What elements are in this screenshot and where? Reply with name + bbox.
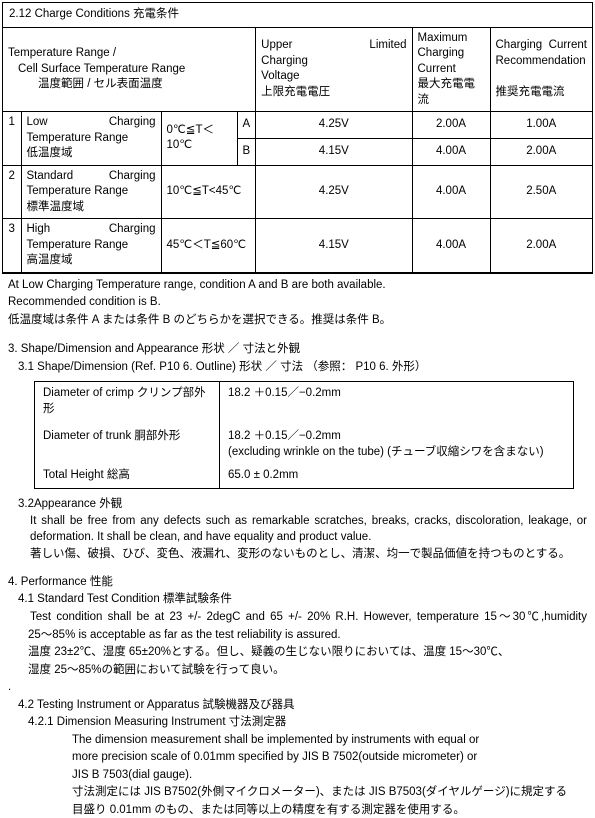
header-rec-current: Charging Current Recommendation 推奨充電電流 — [490, 28, 592, 112]
table-row: Total Height 総高 65.0 ± 0.2mm — [35, 464, 574, 488]
row-condition: 10℃≦T<45℃ — [161, 165, 256, 219]
header-temp-range: Temperature Range / Cell Surface Tempera… — [3, 28, 256, 112]
note-text: 低温度域は条件 A または条件 B のどちらかを選択できる。推奨は条件 B。 — [0, 311, 595, 329]
cell-text: Charging — [109, 169, 156, 185]
paragraph: 湿度 25～85%の範囲において試験を行って良い。 — [0, 661, 595, 679]
table-row: Diameter of trunk 胴部外形 18.2 ＋0.15／−0.2mm… — [35, 421, 574, 464]
section-3-1-title: 3.1 Shape/Dimension (Ref. P10 6. Outline… — [0, 358, 595, 376]
row-index: 3 — [3, 219, 21, 273]
row-condition: 0℃≦T＜10℃ — [161, 112, 237, 166]
header-text: Charging — [496, 38, 543, 54]
dim-label: Diameter of trunk 胴部外形 — [35, 421, 220, 464]
table-row: 1 LowCharging Temperature Range 低温度域 0℃≦… — [3, 112, 592, 139]
section-4-2-1-title: 4.2.1 Dimension Measuring Instrument 寸法測… — [0, 713, 595, 731]
paragraph: JIS B 7503(dial gauge). — [0, 766, 595, 784]
dot: . — [0, 678, 595, 696]
cell-voltage: 4.25V — [256, 165, 412, 219]
cell-text: Low — [27, 115, 48, 131]
cell-text: Temperature Range — [27, 238, 156, 254]
dim-value: 18.2 ＋0.15／−0.2mm (excluding wrinkle on … — [220, 421, 574, 464]
cell-current: 2.00A — [412, 112, 490, 139]
header-text: Limited — [369, 38, 406, 54]
header-text: Upper — [261, 38, 292, 54]
cell-voltage: 4.15V — [256, 138, 412, 165]
row-name: High Charging Temperature Range 高温度域 — [21, 219, 161, 273]
cell-text: Temperature Range — [27, 131, 156, 147]
table-header-row: Temperature Range / Cell Surface Tempera… — [3, 28, 592, 112]
section-3-title: 3. Shape/Dimension and Appearance 形状 ／ 寸… — [0, 328, 595, 358]
row-index: 2 — [3, 165, 21, 219]
header-text: Current — [418, 62, 485, 78]
cell-text: Charging — [109, 222, 156, 238]
charge-conditions-table: Temperature Range / Cell Surface Tempera… — [3, 28, 592, 273]
cell-voltage: 4.25V — [256, 112, 412, 139]
page-border: 2.12 Charge Conditions 充電条件 Temperature … — [2, 2, 593, 274]
cell-current: 4.00A — [412, 219, 490, 273]
paragraph: 25～85% is acceptable as far as the test … — [0, 626, 595, 644]
cell-text: 低温度域 — [27, 146, 156, 162]
note-text: At Low Charging Temperature range, condi… — [0, 276, 595, 294]
sub-label: B — [237, 138, 256, 165]
paragraph: The dimension measurement shall be imple… — [0, 731, 595, 749]
section-3-2-title: 3.2Appearance 外観 — [0, 495, 595, 513]
cell-rec: 2.00A — [490, 138, 592, 165]
dim-value: 65.0 ± 0.2mm — [220, 464, 574, 488]
cell-voltage: 4.15V — [256, 219, 412, 273]
header-upper-voltage: Upper Limited Charging Voltage 上限充電電圧 — [256, 28, 412, 112]
paragraph: more precision scale of 0.01mm specified… — [0, 748, 595, 766]
header-text: Recommendation — [496, 54, 588, 70]
row-condition: 45℃＜T≦60℃ — [161, 219, 256, 273]
paragraph: 温度 23±2℃、湿度 65±20%とする。但し、疑義の生じない限りにおいては、… — [0, 643, 595, 661]
header-text: Current — [549, 38, 587, 54]
dim-label: Diameter of crimp クリンプ部外形 — [35, 382, 220, 422]
cell-text: High — [27, 222, 51, 238]
cell-rec: 2.50A — [490, 165, 592, 219]
cell-current: 4.00A — [412, 138, 490, 165]
header-max-current: Maximum Charging Current 最大充電電流 — [412, 28, 490, 112]
section-title: 2.12 Charge Conditions 充電条件 — [3, 3, 592, 28]
paragraph: 寸法測定には JIS B7502(外側マイクロメーター)、または JIS B75… — [0, 783, 595, 801]
paragraph: It shall be free from any defects such a… — [0, 512, 595, 545]
cell-text: Standard — [27, 169, 74, 185]
cell-text: Temperature Range — [27, 184, 156, 200]
cell-text: (excluding wrinkle on the tube) (チューブ収縮シ… — [228, 446, 544, 458]
row-name: Standard Charging Temperature Range 標準温度域 — [21, 165, 161, 219]
table-row: Diameter of crimp クリンプ部外形 18.2 ＋0.15／−0.… — [35, 382, 574, 422]
table-row: 3 High Charging Temperature Range 高温度域 45… — [3, 219, 592, 273]
sub-label: A — [237, 112, 256, 139]
dim-value: 18.2 ＋0.15／−0.2mm — [220, 382, 574, 422]
paragraph: 著しい傷、破損、ひび、変色、液漏れ、変形のないものとし、清潔、均一で製品価値を持… — [0, 545, 595, 563]
cell-rec: 1.00A — [490, 112, 592, 139]
header-text: Temperature Range / — [8, 46, 250, 62]
cell-text: 18.2 ＋0.15／−0.2mm — [228, 430, 341, 442]
paragraph: Test condition shall be at 23 +/- 2degC … — [0, 608, 595, 626]
header-text: 温度範囲 / セル表面温度 — [8, 77, 250, 93]
header-text: 推奨充電電流 — [496, 85, 588, 101]
header-text: 上限充電電圧 — [261, 85, 406, 101]
cell-text: 高温度域 — [27, 253, 156, 269]
row-name: Low Charging Temperature Range 低温度域 — [21, 112, 161, 166]
note-text: Recommended condition is B. — [0, 293, 595, 311]
header-text: Charging — [418, 46, 485, 62]
header-text: Cell Surface Temperature Range — [8, 62, 250, 78]
section-4-title: 4. Performance 性能 — [0, 563, 595, 591]
row-index: 1 — [3, 112, 21, 166]
table-row: 2 Standard Charging Temperature Range 標準温… — [3, 165, 592, 219]
header-text: Charging — [261, 54, 406, 70]
header-text: Voltage — [261, 69, 406, 85]
cell-rec: 2.00A — [490, 219, 592, 273]
dimension-table: Diameter of crimp クリンプ部外形 18.2 ＋0.15／−0.… — [34, 381, 574, 489]
header-text: Maximum — [418, 31, 485, 47]
dim-label: Total Height 総高 — [35, 464, 220, 488]
section-4-2-title: 4.2 Testing Instrument or Apparatus 試験機器… — [0, 696, 595, 714]
cell-text: Charging — [109, 115, 156, 131]
section-4-1-title: 4.1 Standard Test Condition 標準試験条件 — [0, 590, 595, 608]
paragraph: 目盛り 0.01mm のもの、または同等以上の精度を有する測定器を使用する。 — [0, 801, 595, 818]
cell-text: 標準温度域 — [27, 200, 156, 216]
cell-current: 4.00A — [412, 165, 490, 219]
header-text: 最大充電電流 — [418, 77, 485, 108]
